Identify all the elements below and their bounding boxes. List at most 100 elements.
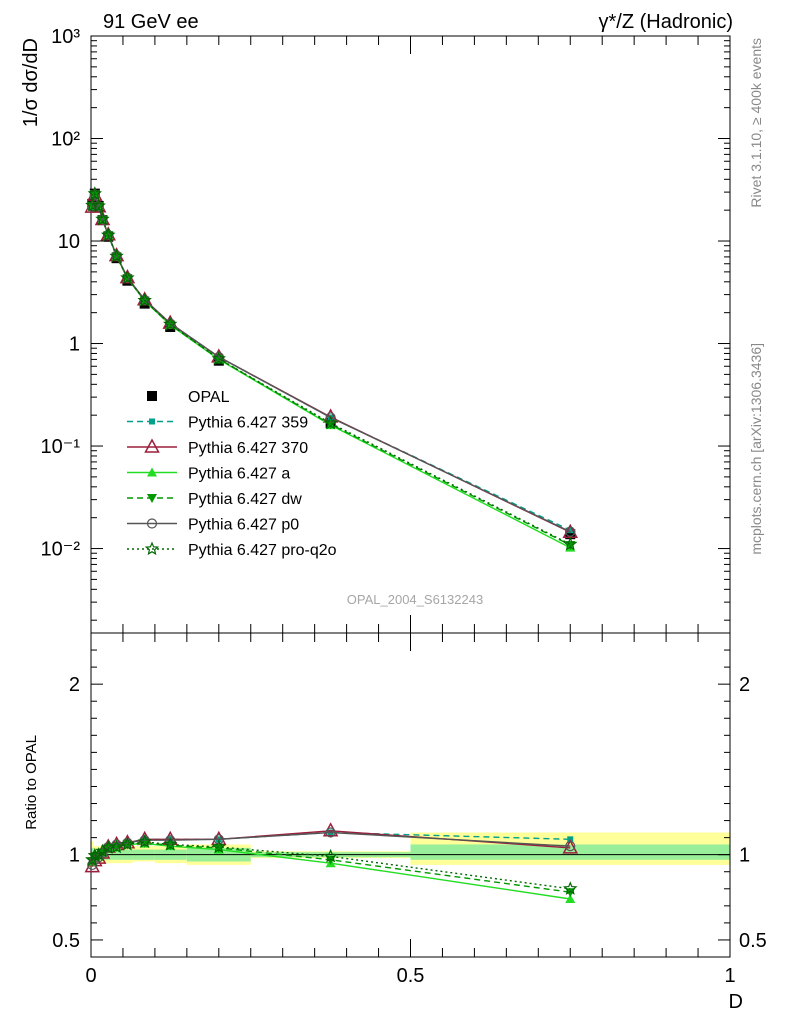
main-data-point — [93, 201, 104, 212]
legend-marker — [147, 494, 157, 503]
legend-marker — [147, 391, 157, 401]
x-tick-label: 0 — [85, 965, 96, 987]
ratio-series — [85, 834, 578, 895]
main-data-point — [87, 201, 98, 212]
main-data-point — [565, 526, 576, 537]
legend-marker — [149, 418, 155, 425]
ratio-y-tick-label-right: 2 — [739, 674, 750, 696]
main-data-point — [87, 186, 102, 200]
legend-entry: Pythia 6.427 359 — [127, 415, 308, 432]
main-data-point — [567, 527, 574, 534]
main-y-axis-label: 1/σ dσ/dD — [20, 38, 42, 127]
y-tick-label: 10² — [51, 129, 80, 151]
legend: OPAL Pythia 6.427 359 Pythia 6.427 370 Pyth… — [127, 389, 337, 559]
ratio-data-point — [213, 834, 224, 845]
ratio-data-point — [91, 847, 106, 861]
legend-entry: Pythia 6.427 pro-q2o — [127, 541, 337, 559]
ratio-data-point — [562, 839, 579, 854]
ratio-data-point — [211, 839, 226, 854]
legend-label: Pythia 6.427 dw — [188, 491, 302, 508]
ratio-panel: 0.5 0.51 12 20 0.5 1 — [52, 632, 767, 987]
ratio-y-tick-label-right: 0.5 — [739, 930, 767, 952]
main-data-point — [109, 248, 124, 263]
main-data-point — [91, 198, 106, 213]
main-series — [85, 186, 578, 551]
main-data-point — [120, 270, 135, 284]
x-axis-label: D — [729, 991, 743, 1013]
main-tick-labels: 10⁻² 10⁻¹ 1 10 10² 10³ — [41, 26, 81, 561]
main-series — [84, 186, 579, 539]
main-series — [87, 189, 576, 552]
main-data-point — [565, 529, 576, 540]
main-data-point — [562, 536, 578, 551]
main-data-point — [325, 412, 336, 423]
main-series — [87, 190, 576, 551]
main-data-point — [137, 292, 152, 307]
ratio-axis-ticks — [90, 633, 731, 957]
ratio-y-tick-label-right: 1 — [739, 845, 750, 867]
main-data-point — [323, 415, 338, 430]
ratio-data-point — [562, 881, 578, 895]
main-series-layer — [84, 186, 579, 552]
ratio-data-point — [325, 827, 336, 838]
main-series-line — [91, 191, 571, 531]
main-panel: 10⁻² 10⁻¹ 1 10 10² 10³ — [41, 26, 731, 634]
main-data-point — [162, 316, 178, 331]
main-series-line — [91, 192, 571, 533]
legend-entry: Pythia 6.427 p0 — [127, 517, 299, 534]
main-series-line — [91, 192, 571, 533]
main-series-line — [91, 191, 571, 546]
rivet-version-label: Rivet 3.1.10, ≥ 400k events — [748, 38, 764, 208]
legend-label: Pythia 6.427 pro-q2o — [188, 542, 337, 559]
legend-label: Pythia 6.427 a — [188, 466, 290, 483]
main-series — [89, 191, 574, 534]
ratio-data-point — [323, 848, 338, 863]
legend-label: Pythia 6.427 359 — [188, 415, 308, 432]
y-tick-label: 10 — [58, 231, 80, 253]
x-tick-label: 1 — [724, 965, 735, 987]
ratio-data-point — [213, 843, 224, 853]
x-tick-label: 0.5 — [397, 965, 425, 987]
legend-entry: Pythia 6.427 370 — [127, 438, 308, 457]
legend-marker — [144, 541, 160, 556]
main-axis-ticks — [90, 35, 731, 633]
main-series — [87, 188, 576, 540]
y-tick-label: 1 — [69, 334, 80, 356]
ratio-y-tick-label: 2 — [69, 674, 80, 696]
analysis-watermark: OPAL_2004_S6132243 — [347, 592, 483, 607]
ratio-data-point — [137, 834, 152, 848]
main-data-point — [565, 541, 576, 551]
legend-marker — [146, 518, 158, 529]
mcplots-reference-label: mcplots.cern.ch [arXiv:1306.3436] — [748, 343, 764, 555]
legend-entry: OPAL — [147, 389, 230, 406]
legend-label: Pythia 6.427 p0 — [188, 517, 299, 534]
main-data-point — [89, 189, 100, 201]
legend-label: Pythia 6.427 370 — [188, 440, 308, 457]
main-series — [87, 189, 576, 537]
legend-marker — [144, 438, 160, 453]
left-title: 91 GeV ee — [103, 11, 199, 33]
legend-entry: Pythia 6.427 a — [127, 466, 290, 483]
ratio-data-point — [95, 843, 110, 858]
y-tick-label: 10⁻¹ — [41, 436, 81, 458]
ratio-data-point — [565, 894, 576, 904]
main-data-point — [95, 211, 110, 226]
ratio-y-tick-label: 0.5 — [52, 930, 80, 952]
main-data-point — [100, 227, 116, 242]
ratio-data-point — [85, 852, 100, 866]
ratio-data-point — [165, 835, 176, 846]
legend-label: OPAL — [188, 389, 230, 406]
main-series-line — [91, 191, 571, 545]
ratio-y-tick-label: 1 — [69, 845, 80, 867]
y-tick-label: 10³ — [51, 26, 80, 48]
legend-entry: Pythia 6.427 dw — [127, 491, 302, 508]
ratio-data-point — [162, 836, 178, 851]
ratio-series-line — [91, 841, 571, 890]
main-series-line — [91, 191, 571, 549]
ratio-series-layer — [84, 822, 579, 904]
ratio-plot-frame — [90, 632, 731, 958]
right-title: γ*/Z (Hadronic) — [599, 11, 733, 33]
ratio-data-point — [109, 839, 124, 854]
y-tick-label: 10⁻² — [41, 539, 81, 561]
